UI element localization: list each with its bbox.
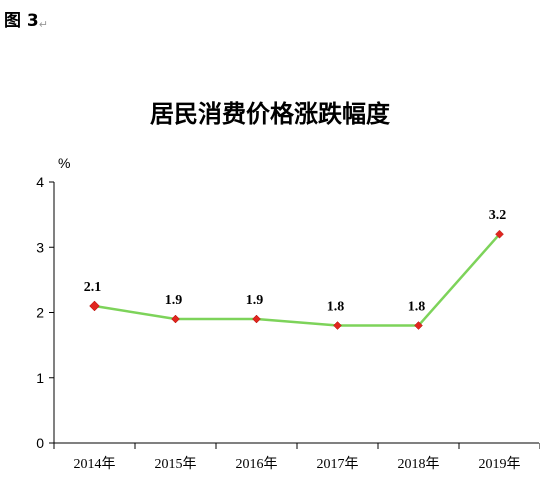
chart-axes: 0 1 2 3 4% 2014年 2015年 2016年 2017年 2018年 2019年 <box>36 155 540 472</box>
figure-label-text: 图 3 <box>4 11 39 31</box>
y-tick-label: 4 <box>36 174 44 190</box>
data-label: 1.8 <box>327 300 345 315</box>
x-tick-label: 2016年 <box>236 456 278 472</box>
x-tick-label: 2017年 <box>317 456 359 472</box>
chart-data-labels: 2.1 1.9 1.9 1.8 1.8 3.2 <box>84 208 507 314</box>
series-line <box>94 233 501 327</box>
data-point <box>89 300 100 312</box>
data-point <box>252 314 261 324</box>
data-label: 3.2 <box>489 208 507 223</box>
data-point <box>495 229 504 239</box>
data-label: 1.9 <box>246 293 264 308</box>
data-point <box>333 321 342 330</box>
x-tick-label: 2019年 <box>479 456 521 472</box>
data-point <box>171 314 180 324</box>
return-mark-icon: ↵ <box>38 18 48 31</box>
y-tick-label: 2 <box>36 305 44 321</box>
chart-series <box>89 229 504 330</box>
chart-title: 居民消费价格涨跌幅度 <box>150 99 390 128</box>
data-label: 1.9 <box>165 293 183 308</box>
data-point <box>414 321 423 330</box>
y-tick-label: 1 <box>36 370 44 386</box>
figure-label: 图 3↵ <box>4 6 48 31</box>
data-label: 1.8 <box>408 300 426 315</box>
x-tick-label: 2015年 <box>155 456 197 472</box>
data-label: 2.1 <box>84 280 102 295</box>
y-tick-label: 0 <box>36 435 44 451</box>
x-tick-label: 2014年 <box>74 456 116 472</box>
x-tick-label: 2018年 <box>398 456 440 472</box>
y-axis-unit: % <box>58 155 70 171</box>
y-tick-label: 3 <box>36 239 44 255</box>
